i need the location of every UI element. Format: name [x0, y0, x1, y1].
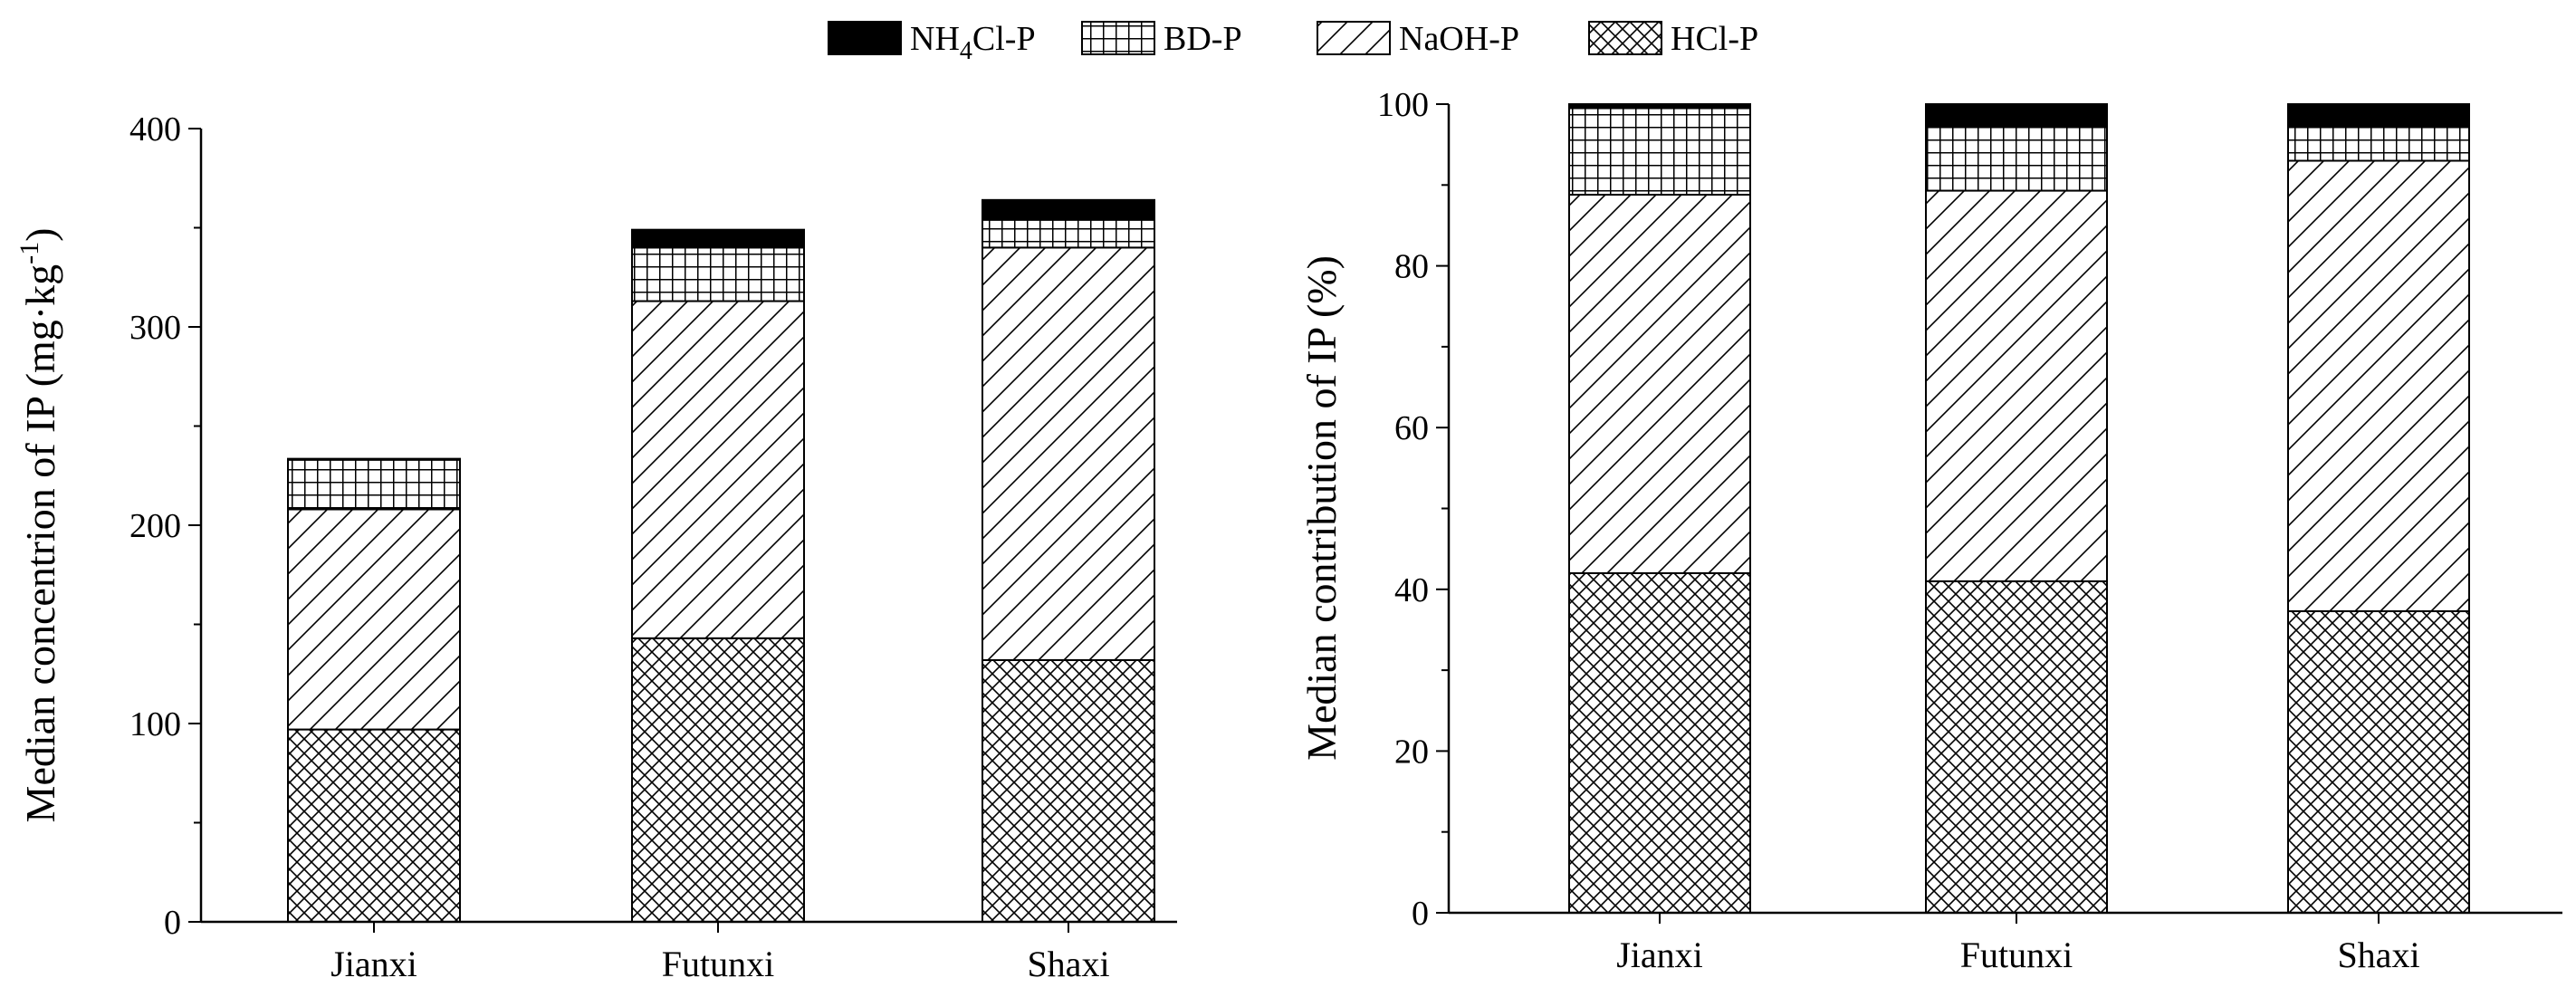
- bar-nh4cl-p-shaxi: [2287, 103, 2470, 129]
- bar-bd-p-futunxi: [631, 246, 805, 302]
- bar-bd-p-jianxi: [287, 458, 461, 511]
- bar-nh4cl-p-jianxi: [1568, 103, 1751, 110]
- y-axis-label: Median contribution of IP (%): [1298, 255, 1345, 761]
- bar-nh4cl-p-shaxi: [982, 198, 1155, 221]
- y-tick-label: 60: [1394, 409, 1429, 447]
- bar-nh4cl-p-jianxi: [287, 457, 461, 461]
- x-tick-label: Futunxi: [1960, 935, 2073, 975]
- y-tick-label: 0: [1412, 895, 1429, 933]
- chart-contribution: Jianxi Futunxi Shaxi 0 20 40 60 80 100 Median con…: [1298, 86, 2562, 975]
- x-tick-label: Shaxi: [2337, 935, 2419, 975]
- legend-label-bd-p: BD-P: [1164, 20, 1242, 58]
- bar-naoh-p-futunxi: [1925, 189, 2108, 582]
- x-tick-label: Shaxi: [1027, 944, 1109, 984]
- y-tick-label: 100: [129, 705, 181, 743]
- y-tick-label: 200: [129, 507, 181, 545]
- legend: NH4Cl-P BD-P NaOH-P HCl-P: [828, 20, 1758, 65]
- chart-concentration: Jianxi Futunxi Shaxi 0 100 200 300 400 Median co…: [14, 110, 1177, 984]
- bar-naoh-p-jianxi: [1568, 194, 1751, 574]
- bar-bd-p-jianxi: [1568, 107, 1751, 197]
- x-tick-label: Futunxi: [662, 944, 774, 984]
- legend-swatch-nh4cl-p: [828, 21, 902, 55]
- y-tick-label: 20: [1394, 733, 1429, 771]
- y-tick-label: 400: [129, 110, 181, 149]
- bar-hcl-p-futunxi: [631, 637, 805, 924]
- y-tick-label: 100: [1377, 86, 1429, 124]
- bar-hcl-p-jianxi: [287, 728, 461, 923]
- bar-naoh-p-jianxi: [287, 508, 461, 731]
- bar-hcl-p-shaxi: [982, 658, 1155, 923]
- bar-bd-p-futunxi: [1925, 125, 2108, 192]
- legend-label-nh4cl-p: NH4Cl-P: [910, 20, 1036, 65]
- x-tick-label: Jianxi: [330, 944, 417, 984]
- legend-swatch-hcl-p: [1588, 21, 1662, 55]
- bar-naoh-p-futunxi: [631, 300, 805, 639]
- bar-nh4cl-p-futunxi: [631, 228, 805, 249]
- y-tick-label: 0: [164, 904, 181, 942]
- bar-bd-p-shaxi: [2287, 126, 2470, 162]
- y-axis-label: Median concentrion of IP (mg·kg-1): [14, 228, 63, 823]
- y-tick-label: 80: [1394, 248, 1429, 286]
- bar-bd-p-shaxi: [982, 218, 1155, 249]
- x-tick-label: Jianxi: [1616, 935, 1703, 975]
- bar-hcl-p-jianxi: [1568, 571, 1751, 914]
- bar-nh4cl-p-futunxi: [1925, 103, 2108, 128]
- legend-label-hcl-p: HCl-P: [1671, 20, 1758, 58]
- legend-swatch-naoh-p: [1317, 21, 1391, 55]
- y-tick-label: 300: [129, 309, 181, 347]
- legend-swatch-bd-p: [1081, 21, 1155, 55]
- bar-naoh-p-shaxi: [2287, 159, 2470, 612]
- legend-label-naoh-p: NaOH-P: [1399, 20, 1519, 58]
- bar-hcl-p-futunxi: [1925, 580, 2108, 914]
- y-tick-label: 40: [1394, 571, 1429, 609]
- bar-hcl-p-shaxi: [2287, 609, 2470, 914]
- bar-naoh-p-shaxi: [982, 246, 1155, 661]
